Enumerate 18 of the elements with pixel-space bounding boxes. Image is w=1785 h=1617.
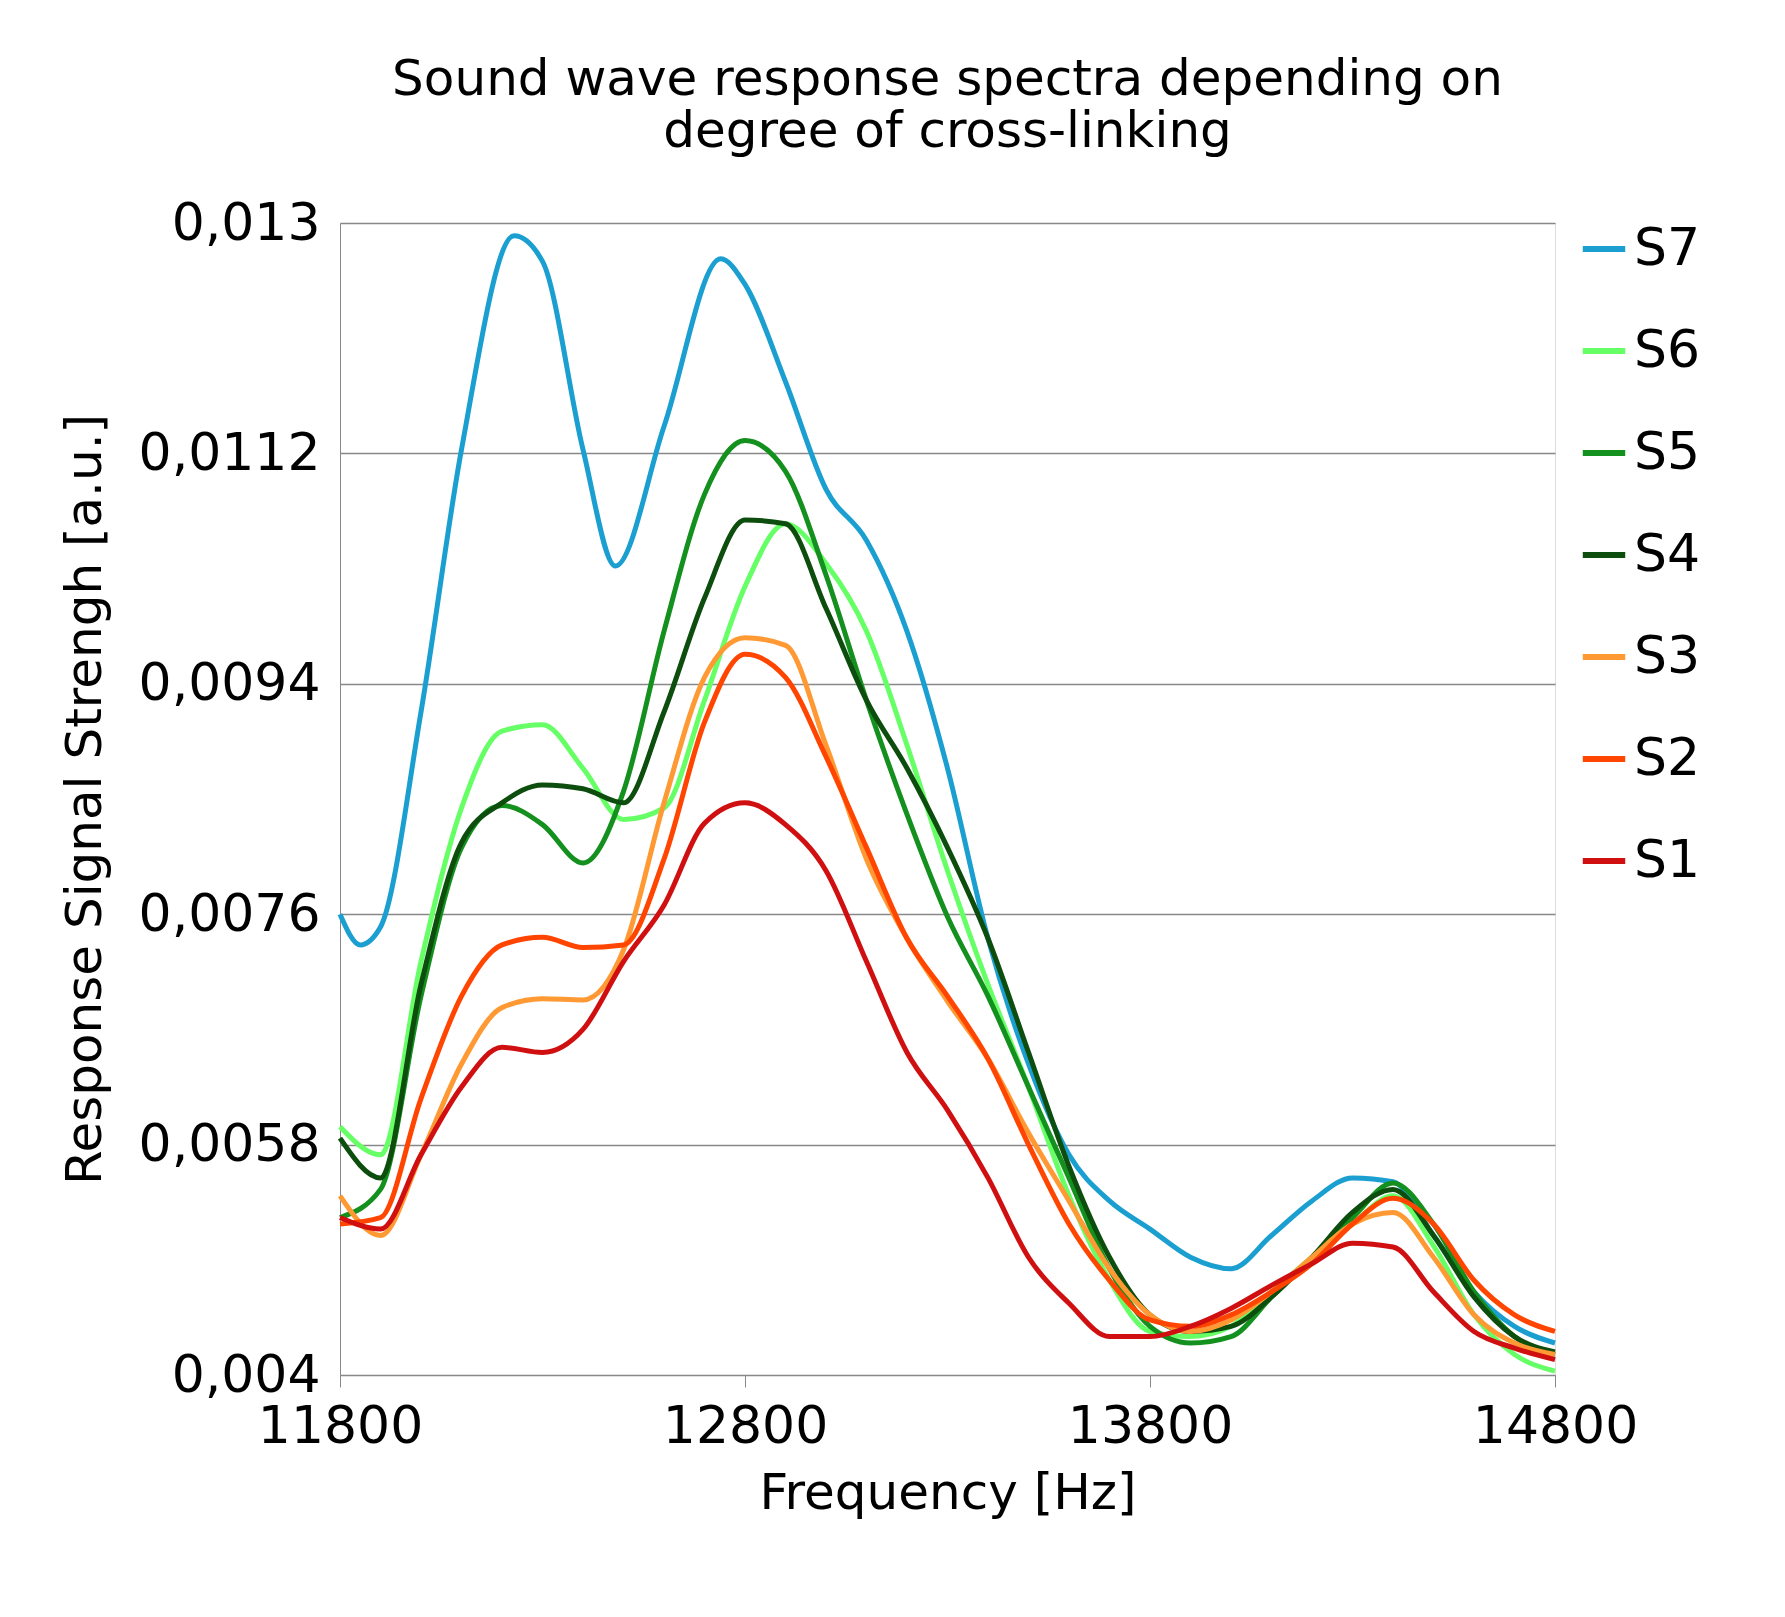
y-tick-label: 0,0076 — [138, 882, 321, 943]
y-tick-label: 0,013 — [171, 191, 321, 252]
y-tick-label: 0,0094 — [138, 652, 321, 713]
legend-label: S6 — [1634, 319, 1701, 379]
x-tick-label: 12800 — [662, 1394, 829, 1455]
text: Sound wave response spectra depending on — [392, 49, 1503, 107]
x-axis-title: Frequency [Hz] — [759, 1462, 1137, 1521]
y-tick-label: 0,0058 — [138, 1113, 321, 1174]
legend-label: S1 — [1634, 829, 1701, 889]
x-tick-label: 13800 — [1067, 1394, 1234, 1455]
y-tick-label: 0,0112 — [138, 421, 321, 482]
legend-label: S5 — [1634, 421, 1701, 481]
legend-label: S3 — [1634, 625, 1701, 685]
legend-label: S7 — [1634, 217, 1701, 277]
legend-label: S2 — [1634, 727, 1701, 787]
y-axis-title: Response Signal Strengh [a.u.] — [54, 413, 113, 1186]
x-tick-label: 14800 — [1472, 1394, 1639, 1455]
legend-label: S4 — [1634, 523, 1701, 583]
